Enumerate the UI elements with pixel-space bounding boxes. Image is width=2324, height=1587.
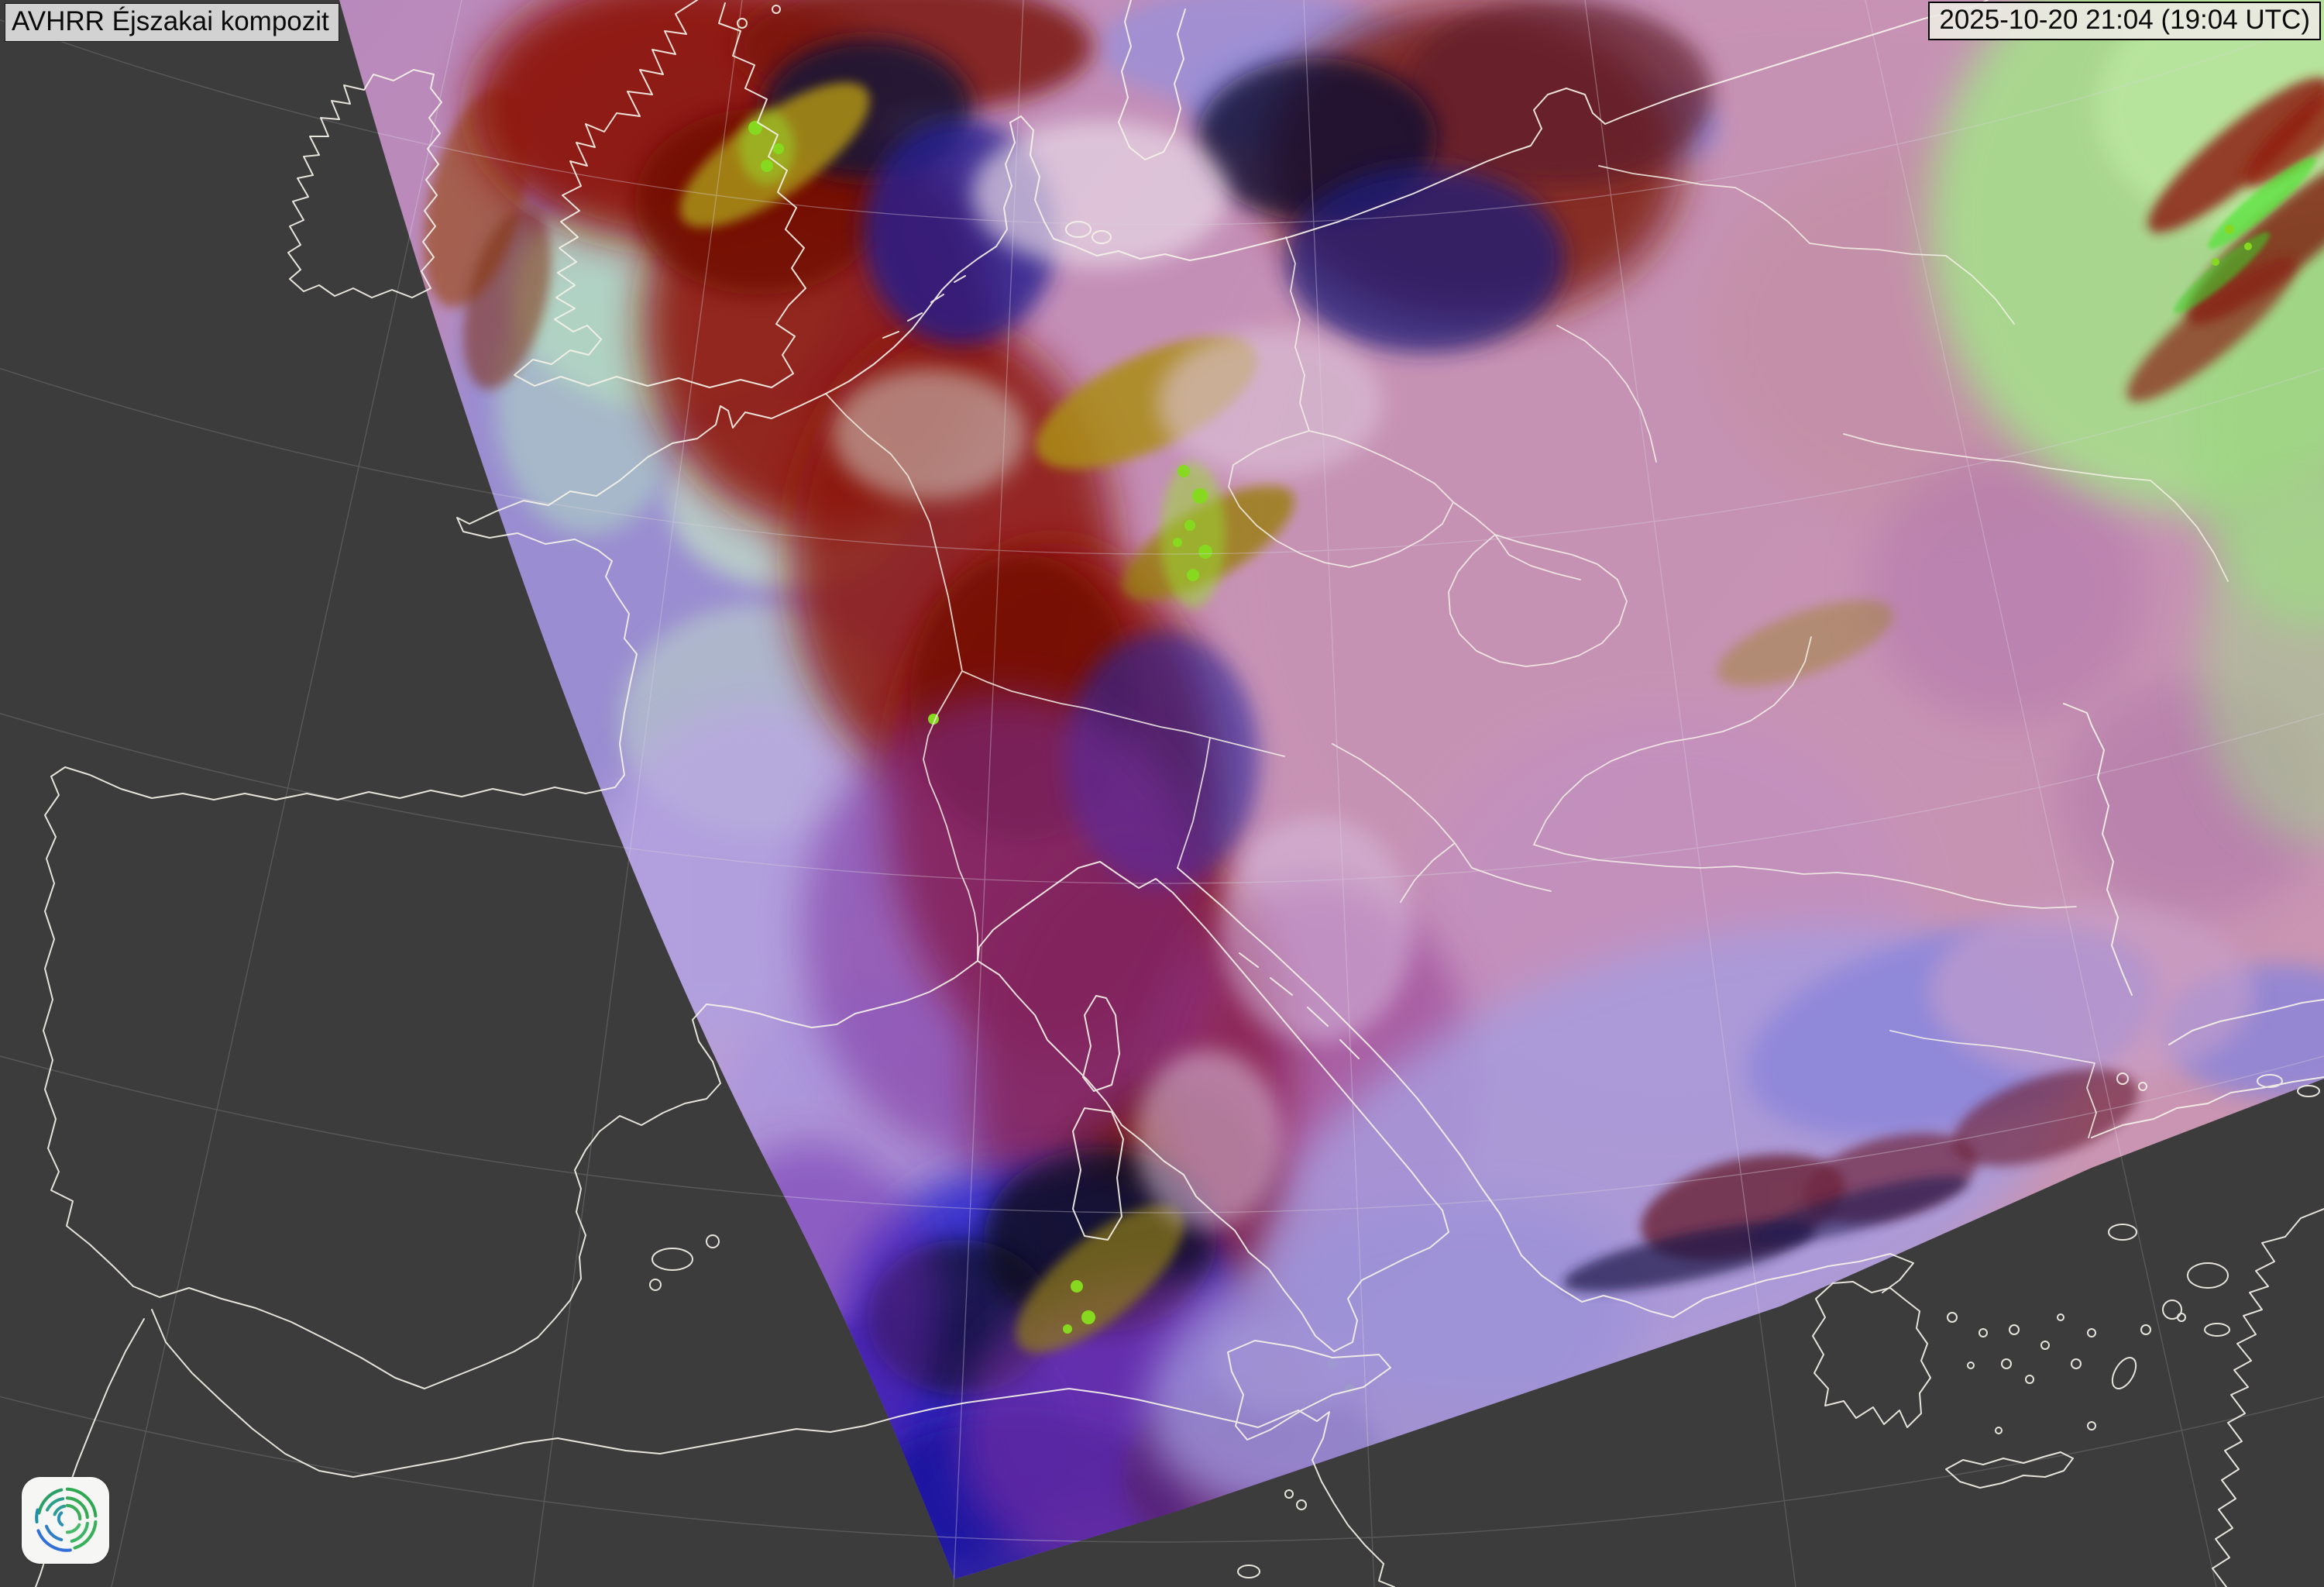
country-borders xyxy=(825,165,2229,1138)
cloud-layer-green-east xyxy=(1929,0,2324,845)
product-title-label: AVHRR Éjszakai kompozit xyxy=(5,3,339,42)
cloud-layer-olive-streaks xyxy=(679,82,1893,1353)
aegean-islands xyxy=(1947,1224,2230,1434)
hungaromet-logo xyxy=(22,1477,109,1564)
timestamp-label: 2025-10-20 21:04 (19:04 UTC) xyxy=(1928,2,2321,40)
coastlines xyxy=(35,0,2324,1587)
hungaromet-spiral-icon xyxy=(34,1487,97,1552)
